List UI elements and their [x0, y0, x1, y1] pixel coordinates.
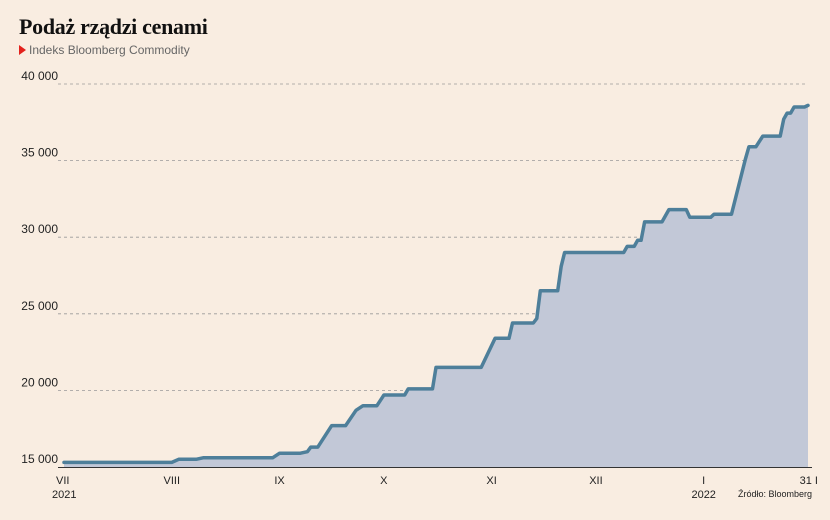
- triangle-marker-icon: [19, 45, 26, 55]
- x-tick-label: XII: [589, 475, 602, 487]
- y-tick-label: 25 000: [21, 299, 58, 313]
- x-tick-label: IX: [274, 475, 285, 487]
- series-area-fill: [64, 105, 808, 468]
- x-tick-label: VIII: [164, 475, 181, 487]
- x-tick-label: 31 I: [800, 475, 818, 487]
- chart-subtitle-text: Indeks Bloomberg Commodity: [29, 43, 190, 57]
- series-area: [62, 103, 810, 468]
- y-tick-label: 30 000: [21, 222, 58, 236]
- x-tick-label: X: [380, 475, 388, 487]
- chart-title: Podaż rządzi cenami: [19, 14, 208, 39]
- x-tick-year-label: 2021: [52, 489, 76, 501]
- x-tick-labels: VII 2021 VIII IX X XI XII I 2022 31 I: [52, 475, 818, 501]
- y-tick-label: 35 000: [21, 146, 58, 160]
- source-note: Źródło: Bloomberg: [737, 489, 812, 499]
- x-tick-label: VII: [56, 475, 69, 487]
- x-tick-label: I: [702, 475, 705, 487]
- chart-subtitle: Indeks Bloomberg Commodity: [19, 43, 190, 57]
- series-line: [62, 103, 810, 465]
- y-tick-labels: 15 000 20 000 25 000 30 000 35 000 40 000: [21, 69, 58, 466]
- y-tick-label: 20 000: [21, 375, 58, 389]
- x-tick-year-label: 2022: [691, 489, 715, 501]
- y-tick-label: 40 000: [21, 69, 58, 83]
- x-tick-label: XI: [486, 475, 496, 487]
- y-tick-label: 15 000: [21, 452, 58, 466]
